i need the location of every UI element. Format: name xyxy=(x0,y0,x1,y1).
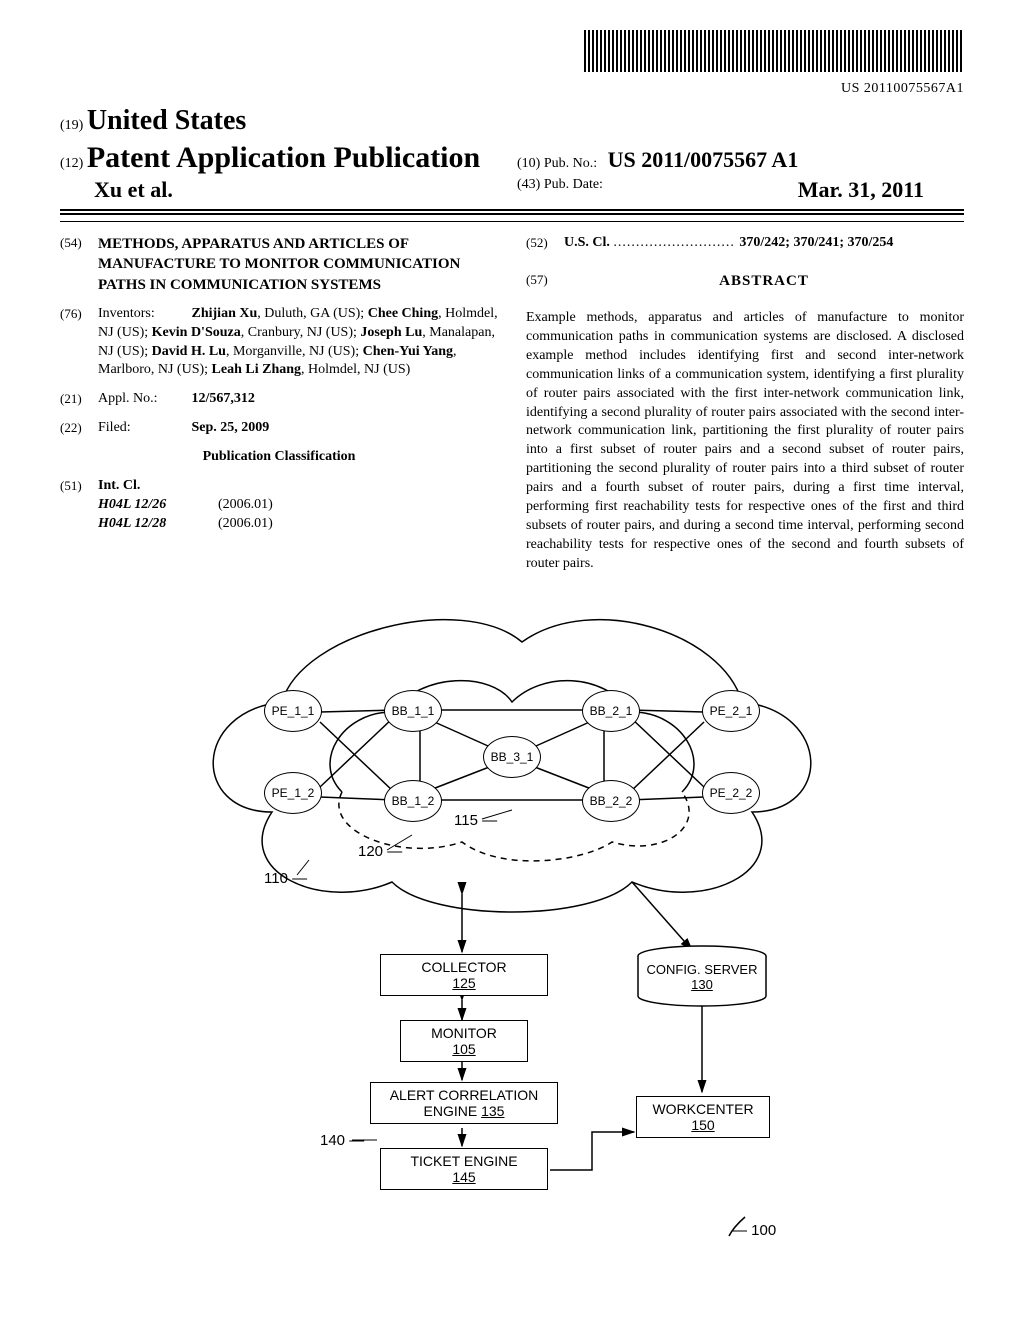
intcl-row: H04L 12/28(2006.01) xyxy=(98,515,498,534)
figure: PE_1_1 PE_1_2 PE_2_1 PE_2_2 BB_1_1 BB_1_… xyxy=(162,602,862,1242)
authors-line: Xu et al. xyxy=(60,177,507,203)
figure-svg xyxy=(162,602,862,1242)
node-bb21: BB_2_1 xyxy=(582,690,640,732)
box-collector: COLLECTOR 125 xyxy=(380,954,548,996)
pubtype: Patent Application Publication xyxy=(87,141,480,174)
box-config-label: CONFIG. SERVER xyxy=(642,962,762,977)
barcode xyxy=(60,30,964,77)
applno-val: 12/567,312 xyxy=(192,391,255,406)
node-pe11: PE_1_1 xyxy=(264,690,322,732)
uscl-val: 370/242; 370/241; 370/254 xyxy=(739,235,893,250)
node-pe22: PE_2_2 xyxy=(702,772,760,814)
abstract-num: (57) xyxy=(526,271,564,299)
patent-header: (19) United States (12) Patent Applicati… xyxy=(60,105,964,215)
filed-num: (22) xyxy=(60,419,98,438)
box-collector-label: COLLECTOR xyxy=(387,959,541,975)
intcl-label: Int. Cl. xyxy=(98,477,498,496)
box-workcenter-num: 150 xyxy=(643,1117,763,1133)
country-num: (19) xyxy=(60,118,83,133)
inventors-label: Inventors: xyxy=(98,305,188,324)
node-bb31: BB_3_1 xyxy=(483,736,541,778)
edge-ticket-workcenter xyxy=(550,1132,634,1170)
filed-val: Sep. 25, 2009 xyxy=(192,420,270,435)
box-ticket-num: 145 xyxy=(387,1169,541,1185)
filed-label: Filed: xyxy=(98,419,188,438)
inventor-name: Kevin D'Souza xyxy=(152,325,241,340)
box-alert-num: 135 xyxy=(481,1103,504,1119)
pubclass-heading: Publication Classification xyxy=(60,448,498,467)
box-ticket: TICKET ENGINE 145 xyxy=(380,1148,548,1190)
left-column: (54) METHODS, APPARATUS AND ARTICLES OF … xyxy=(60,234,498,574)
pubno-num: (10) xyxy=(517,156,540,171)
abstract-heading: ABSTRACT xyxy=(564,271,964,291)
box-monitor: MONITOR 105 xyxy=(400,1020,528,1062)
intcl-row: H04L 12/26(2006.01) xyxy=(98,496,498,515)
uscl-num: (52) xyxy=(526,234,564,253)
box-monitor-label: MONITOR xyxy=(407,1025,521,1041)
node-bb12: BB_1_2 xyxy=(384,780,442,822)
applno-label: Appl. No.: xyxy=(98,390,188,409)
box-workcenter: WORKCENTER 150 xyxy=(636,1096,770,1138)
intcl-year: (2006.01) xyxy=(218,497,273,512)
body-columns: (54) METHODS, APPARATUS AND ARTICLES OF … xyxy=(60,234,964,574)
country-name: United States xyxy=(87,105,246,136)
inventor-name: Joseph Lu xyxy=(360,325,422,340)
node-bb22: BB_2_2 xyxy=(582,780,640,822)
pubdate-val: Mar. 31, 2011 xyxy=(798,177,964,203)
uscl-label: U.S. Cl. xyxy=(564,235,610,250)
pubno-label: Pub. No.: xyxy=(544,156,597,171)
abstract-text: Example methods, apparatus and articles … xyxy=(526,309,964,573)
inventors-num: (76) xyxy=(60,305,98,381)
intcl-list: H04L 12/26(2006.01)H04L 12/28(2006.01) xyxy=(98,496,498,534)
right-column: (52) U.S. Cl. ..........................… xyxy=(526,234,964,574)
ref-120: 120 — xyxy=(358,843,402,860)
box-alert: ALERT CORRELATION ENGINE 135 xyxy=(370,1082,558,1124)
inventor-name: Zhijian Xu xyxy=(192,306,258,321)
box-workcenter-label: WORKCENTER xyxy=(643,1101,763,1117)
node-pe21: PE_2_1 xyxy=(702,690,760,732)
ref-110: 110 — xyxy=(264,870,307,887)
inventor-name: Chen-Yui Yang xyxy=(363,344,453,359)
pubtype-num: (12) xyxy=(60,156,83,171)
applno-num: (21) xyxy=(60,390,98,409)
box-monitor-num: 105 xyxy=(407,1041,521,1057)
box-ticket-label: TICKET ENGINE xyxy=(387,1153,541,1169)
barcode-text: US 20110075567A1 xyxy=(60,81,964,97)
ref-100: — 100 xyxy=(732,1222,776,1239)
inventor-name: Leah Li Zhang xyxy=(212,362,301,377)
intcl-code: H04L 12/26 xyxy=(98,496,218,515)
box-alert-label: ALERT CORRELATION ENGINE xyxy=(390,1087,539,1119)
box-config: CONFIG. SERVER 130 xyxy=(642,962,762,992)
patent-title: METHODS, APPARATUS AND ARTICLES OF MANUF… xyxy=(98,234,498,295)
node-pe12: PE_1_2 xyxy=(264,772,322,814)
inventor-name: Chee Ching xyxy=(368,306,438,321)
pubdate-num: (43) xyxy=(517,177,540,203)
node-bb11: BB_1_1 xyxy=(384,690,442,732)
box-collector-num: 125 xyxy=(387,975,541,991)
intcl-num: (51) xyxy=(60,477,98,534)
ref-140: 140 — xyxy=(320,1132,364,1149)
intcl-code: H04L 12/28 xyxy=(98,515,218,534)
ref-115: 115 — xyxy=(454,812,497,829)
pubdate-label: Pub. Date: xyxy=(544,177,603,203)
uscl-dots: ........................... xyxy=(613,235,739,250)
intcl-year: (2006.01) xyxy=(218,516,273,531)
pubno-val: US 2011/0075567 A1 xyxy=(608,147,799,172)
inventor-name: David H. Lu xyxy=(152,344,226,359)
box-config-num: 130 xyxy=(642,977,762,992)
title-num: (54) xyxy=(60,234,98,295)
